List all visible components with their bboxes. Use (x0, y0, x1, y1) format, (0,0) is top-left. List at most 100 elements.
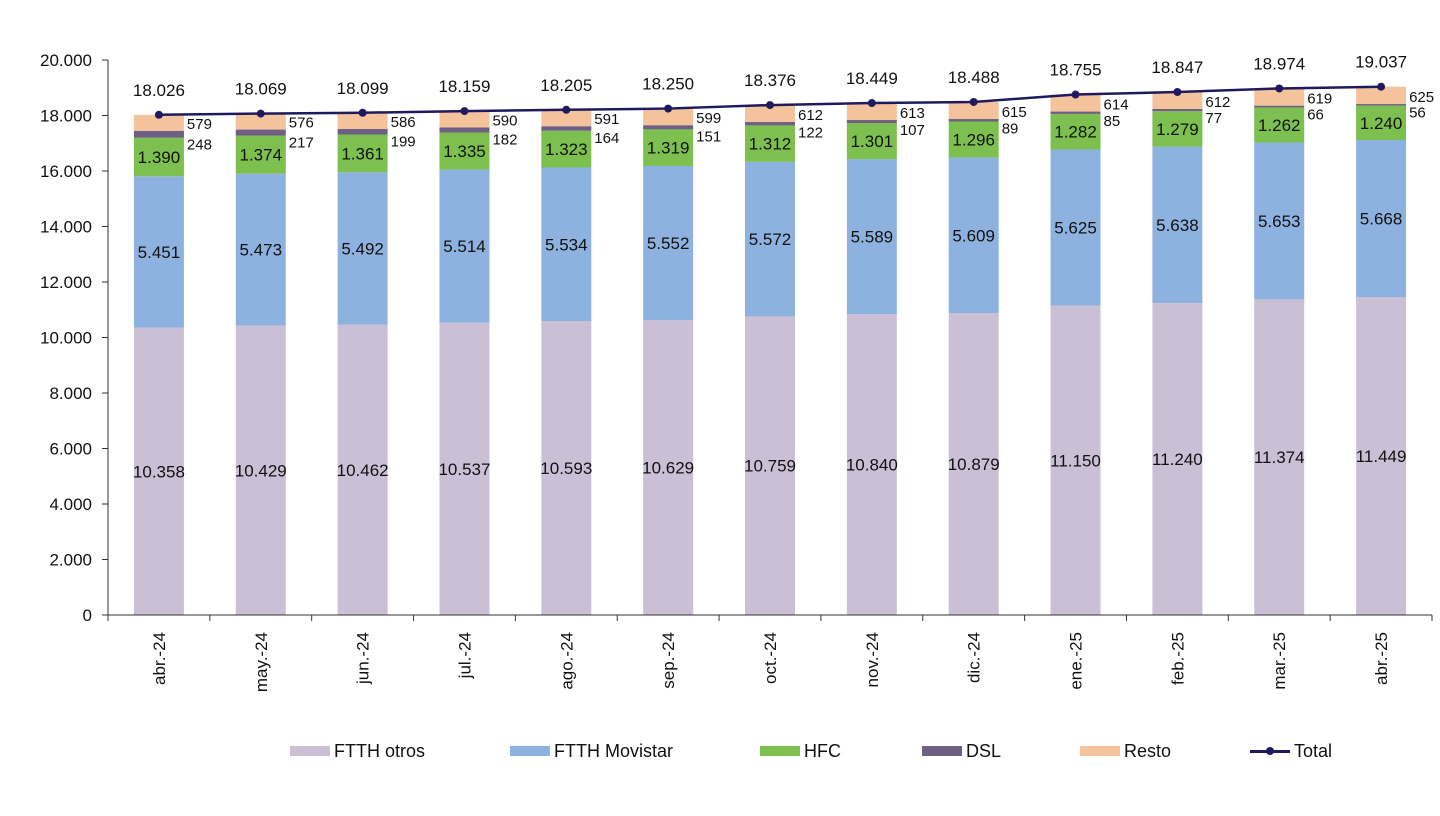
legend-label-dsl: DSL (966, 740, 1002, 761)
bar-segment-ftth-movistar (1254, 142, 1305, 300)
legend-item-dsl: DSL (922, 736, 1001, 766)
data-label-ftth-movistar: 5.492 (341, 239, 384, 258)
data-label-resto: 625 (1409, 89, 1434, 106)
bar-segment-hfc (1050, 113, 1101, 150)
data-label-resto: 613 (900, 105, 925, 122)
bar-segment-resto (1254, 88, 1305, 106)
x-tick-label: mar.-25 (1270, 632, 1289, 690)
bar-segment-hfc (235, 135, 286, 174)
legend-label-ftth-movistar: FTTH Movistar (554, 740, 673, 761)
bar-segment-ftth-movistar (948, 157, 999, 314)
bar-segment-ftth-movistar (846, 159, 897, 315)
total-value-label: 18.205 (540, 76, 592, 95)
data-label-ftth-movistar: 5.473 (239, 241, 282, 260)
legend-swatch-ftth-movistar (510, 746, 550, 756)
legend-marker-total (1266, 746, 1274, 755)
x-tick-label: abr.-25 (1372, 632, 1391, 685)
x-axis: abr.-24 may.-24 jun.-24 jul.-24 ago.-24 sep.-… (107, 614, 1433, 692)
total-marker (1377, 82, 1386, 91)
data-label-dsl: 89 (1002, 120, 1019, 137)
bar-segment-hfc (1356, 105, 1407, 141)
bar-segment-resto (133, 114, 184, 131)
bar-segment-dsl (948, 119, 999, 122)
total-value-label: 18.069 (235, 80, 287, 99)
data-label-hfc: 1.279 (1156, 120, 1199, 139)
bar-segment-dsl (541, 126, 592, 131)
legend-item-total: Total (1250, 736, 1332, 766)
bar-segment-resto (745, 105, 795, 123)
data-label-ftth-movistar: 5.609 (952, 226, 995, 245)
data-label-ftth-movistar: 5.668 (1360, 210, 1403, 229)
legend-label-ftth-otros: FTTH otros (334, 740, 426, 761)
data-label-ftth-movistar: 5.552 (647, 234, 690, 253)
total-marker (1173, 87, 1182, 96)
bar-segment-dsl (133, 130, 184, 138)
bar-segment-ftth-otros (1152, 303, 1203, 615)
legend-swatch-ftth-otros (290, 746, 330, 756)
bar-segment-resto (1356, 86, 1407, 105)
bar-segment-resto (541, 109, 592, 127)
bar-segment-resto (1050, 94, 1101, 112)
bar-segment-hfc (1152, 111, 1203, 147)
data-label-ftth-movistar: 5.451 (138, 243, 181, 262)
total-marker (766, 101, 774, 110)
bar-segment-resto (1152, 92, 1203, 110)
x-tick-label: nov.-24 (863, 632, 882, 687)
data-label-hfc: 1.296 (952, 130, 995, 149)
legend-item-ftth-otros: FTTH otros (290, 736, 425, 766)
data-label-hfc: 1.312 (749, 135, 792, 154)
bar-segment-dsl (1050, 111, 1101, 114)
legend-swatch-resto (1080, 746, 1120, 756)
bar-segment-dsl (337, 128, 388, 135)
data-label-dsl: 85 (1104, 113, 1121, 130)
bar-segment-resto (948, 101, 999, 120)
legend-line-total (1250, 746, 1290, 755)
chart-legend: FTTH otros FTTH Movistar HFC DSL Resto T… (0, 736, 1440, 766)
data-label-resto: 619 (1307, 91, 1332, 108)
total-value-label: 18.449 (846, 69, 898, 88)
data-label-dsl: 217 (289, 135, 314, 152)
bar-segment-ftth-movistar (235, 173, 286, 326)
total-value-label: 18.974 (1253, 54, 1305, 73)
data-label-resto: 614 (1104, 97, 1129, 114)
bar-segment-ftth-otros (337, 324, 388, 615)
data-label-dsl: 182 (492, 132, 517, 149)
bar-segment-hfc (745, 125, 795, 162)
y-tick-label: 0 (83, 606, 92, 625)
total-marker (1071, 90, 1080, 99)
total-value-label: 18.159 (438, 77, 490, 96)
total-marker (969, 97, 978, 106)
legend-item-hfc: HFC (760, 736, 841, 766)
bar-segment-ftth-movistar (745, 161, 795, 317)
data-label-resto: 612 (1205, 94, 1230, 111)
x-tick-label: oct.-24 (761, 632, 780, 684)
y-tick-label: 12.000 (40, 273, 92, 292)
data-label-ftth-otros: 10.358 (133, 462, 185, 481)
bar-segment-resto (846, 103, 897, 121)
data-label-dsl: 77 (1205, 110, 1222, 127)
bar-segment-hfc (541, 130, 592, 168)
total-marker (256, 109, 265, 118)
bar-segment-ftth-movistar (1356, 140, 1407, 298)
data-label-ftth-otros: 10.429 (235, 461, 287, 480)
data-label-ftth-otros: 10.462 (337, 461, 389, 480)
data-label-ftth-otros: 10.593 (540, 459, 592, 478)
data-label-dsl: 199 (391, 134, 416, 151)
total-marker (154, 110, 163, 119)
y-tick-label: 6.000 (49, 440, 92, 459)
data-label-ftth-movistar: 5.589 (851, 228, 894, 247)
data-label-hfc: 1.335 (443, 142, 486, 161)
y-tick-label: 20.000 (40, 51, 92, 70)
stacked-bar-chart: 0 2.000 4.000 6.000 8.000 10.000 12.000 14.000 1… (40, 51, 1434, 692)
bar-segment-ftth-otros (745, 316, 795, 615)
y-tick-label: 4.000 (49, 495, 92, 514)
legend-swatch-hfc (760, 746, 800, 756)
bar-segment-hfc (643, 129, 694, 166)
x-tick-label: dic.-24 (965, 632, 984, 683)
bar-segment-hfc (846, 122, 897, 160)
data-label-dsl: 151 (696, 128, 721, 145)
bar-segment-dsl (1254, 105, 1305, 108)
bar-segment-ftth-otros (439, 322, 490, 615)
y-tick-label: 10.000 (40, 329, 92, 348)
bar-segment-hfc (1254, 107, 1305, 143)
